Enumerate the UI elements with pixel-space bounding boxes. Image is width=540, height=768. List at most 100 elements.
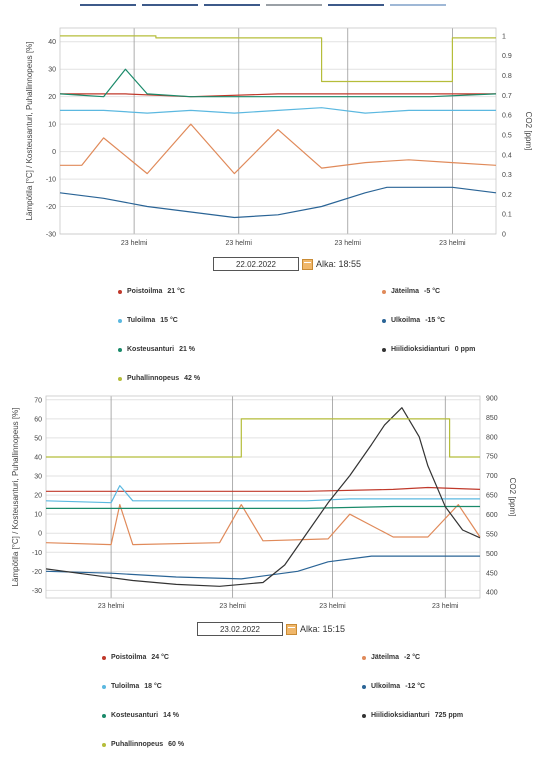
- y-tick-label: 10: [34, 512, 42, 519]
- series-line-jate: [45, 503, 481, 546]
- legend-label: Tuloilma: [127, 317, 156, 324]
- legend-dot-icon: [362, 655, 366, 660]
- legend-item[interactable]: Hiilidioksidianturi 725 ppm: [362, 712, 463, 719]
- y2-tick-label: 0.1: [502, 212, 512, 219]
- chart-1: -30 -20 -10 0 10 20 30 40 0 0.1 0.2 0.3 0.4 0.5 0.6 0.7…: [25, 27, 533, 247]
- legend-label: Tuloilma: [111, 683, 140, 690]
- legend-value: 14 %: [163, 712, 180, 719]
- y2-axis-title: CO2 [ppm]: [508, 478, 517, 517]
- calendar-icon[interactable]: [302, 258, 313, 270]
- y2-tick-label: 0.4: [502, 152, 512, 159]
- y2-tick-label: 550: [486, 531, 498, 538]
- top-tab-strip: [80, 4, 450, 8]
- legend-value: -2 °C: [404, 654, 421, 661]
- legend-value: -12 °C: [405, 683, 426, 690]
- y-tick-label: -20: [46, 204, 56, 211]
- legend-item[interactable]: Puhallinnopeus 42 %: [118, 375, 200, 382]
- legend-label: Kosteusanturi: [127, 346, 175, 353]
- series-line-tulo: [45, 484, 480, 504]
- y2-tick-label: 0.6: [502, 113, 512, 120]
- y-axis-title: Lämpötila [°C] / Kosteusanturi, Puhallin…: [11, 408, 20, 587]
- legend-label: Hiilidioksidianturi: [371, 712, 430, 719]
- tab-indicator[interactable]: [204, 4, 260, 6]
- legend-value: 15 °C: [160, 317, 178, 324]
- date-picker-2: 23.02.2022 Alka: 15:15: [197, 622, 345, 636]
- legend-item[interactable]: Jäteilma -2 °C: [362, 654, 420, 661]
- y2-axis-title: CO2 [ppm]: [524, 112, 533, 151]
- tab-indicator[interactable]: [142, 4, 198, 6]
- x-tick-label: 23 helmi: [439, 240, 466, 247]
- y-tick-label: 40: [48, 39, 56, 46]
- legend-value: 0 ppm: [454, 346, 476, 353]
- legend-value: 21 %: [179, 346, 196, 353]
- date-input[interactable]: 23.02.2022: [197, 622, 283, 636]
- legend-item[interactable]: Tuloilma 18 °C: [102, 683, 162, 690]
- y2-tick-label: 400: [486, 590, 498, 597]
- x-tick-label: 23 helmi: [98, 603, 125, 610]
- y2-tick-label: 800: [486, 434, 498, 441]
- y-tick-label: 30: [48, 67, 56, 74]
- legend-dot-icon: [382, 318, 386, 323]
- y2-tick-label: 850: [486, 415, 498, 422]
- x-tick-label: 23 helmi: [219, 603, 246, 610]
- y2-tick-label: 1: [502, 33, 506, 40]
- tab-indicator[interactable]: [390, 4, 446, 6]
- legend-item[interactable]: Ulkoilma -15 °C: [382, 317, 445, 324]
- legend-value: 18 °C: [144, 683, 162, 690]
- legend-item[interactable]: Ulkoilma -12 °C: [362, 683, 425, 690]
- legend-item[interactable]: Poistoilma 24 °C: [102, 654, 169, 661]
- legend-dot-icon: [382, 289, 386, 294]
- legend-label: Ulkoilma: [371, 683, 401, 690]
- y2-tick-label: 600: [486, 512, 498, 519]
- legend-item[interactable]: Tuloilma 15 °C: [118, 317, 178, 324]
- y2-tick-label: 0.7: [502, 93, 512, 100]
- tab-indicator[interactable]: [80, 4, 136, 6]
- legend-item[interactable]: Kosteusanturi 14 %: [102, 712, 179, 719]
- legend-item[interactable]: Poistoilma 21 °C: [118, 288, 185, 295]
- series-line-puhal: [46, 418, 480, 458]
- y2-tick-label: 700: [486, 473, 498, 480]
- series-line-kost: [46, 505, 480, 510]
- legend-item[interactable]: Jäteilma -5 °C: [382, 288, 440, 295]
- y2-tick-label: 0.9: [502, 53, 512, 60]
- x-tick-label: 23 helmi: [432, 603, 459, 610]
- series-line-tulo: [60, 107, 496, 114]
- legend-dot-icon: [118, 318, 122, 323]
- plot-frame: [59, 27, 497, 235]
- y2-tick-label: 0.8: [502, 73, 512, 80]
- legend-label: Hiilidioksidianturi: [391, 346, 450, 353]
- y-axis-title: Lämpötila [°C] / Kosteusanturi, Puhallin…: [25, 42, 34, 221]
- legend-value: -5 °C: [424, 288, 441, 295]
- legend-item[interactable]: Puhallinnopeus 60 %: [102, 741, 184, 748]
- x-tick-label: 23 helmi: [226, 240, 253, 247]
- y2-tick-label: 900: [486, 395, 498, 402]
- y-tick-label: 50: [34, 435, 42, 442]
- legend-value: -15 °C: [425, 317, 446, 324]
- tab-indicator[interactable]: [328, 4, 384, 6]
- legend-dot-icon: [118, 289, 122, 294]
- legend-dot-icon: [382, 347, 386, 352]
- y-tick-label: 0: [38, 531, 42, 538]
- calendar-icon[interactable]: [286, 623, 297, 635]
- legend-label: Jäteilma: [391, 288, 420, 295]
- legend-item[interactable]: Hiilidioksidianturi 0 ppm: [382, 346, 475, 353]
- y2-tick-label: 0.5: [502, 132, 512, 139]
- y-tick-label: 70: [34, 397, 42, 404]
- date-input[interactable]: 22.02.2022: [213, 257, 299, 271]
- y-tick-label: 60: [34, 416, 42, 423]
- y2-tick-label: 650: [486, 493, 498, 500]
- legend-value: 21 °C: [167, 288, 185, 295]
- legend-dot-icon: [102, 655, 106, 660]
- y-tick-label: 30: [34, 474, 42, 481]
- y-tick-label: 40: [34, 454, 42, 461]
- legend-dot-icon: [102, 742, 106, 747]
- legend-label: Kosteusanturi: [111, 712, 159, 719]
- legend-label: Jäteilma: [371, 654, 400, 661]
- legend-item[interactable]: Kosteusanturi 21 %: [118, 346, 195, 353]
- legend-value: 24 °C: [151, 654, 169, 661]
- y2-tick-label: 500: [486, 551, 498, 558]
- date-picker-1: 22.02.2022 Alka: 18:55: [213, 257, 361, 271]
- tab-indicator[interactable]: [266, 4, 322, 6]
- y2-tick-label: 450: [486, 570, 498, 577]
- series-line-co2: [45, 407, 481, 587]
